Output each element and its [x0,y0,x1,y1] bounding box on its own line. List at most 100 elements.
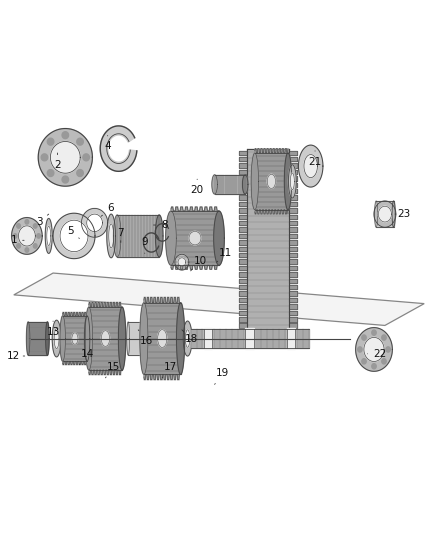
Polygon shape [62,176,69,183]
Polygon shape [372,364,376,369]
Polygon shape [289,240,297,245]
Text: 9: 9 [141,238,148,253]
Polygon shape [171,207,219,211]
Text: 2: 2 [54,153,61,170]
Polygon shape [289,189,297,193]
Polygon shape [255,149,288,153]
Polygon shape [289,221,297,225]
Polygon shape [290,173,294,190]
Polygon shape [142,322,145,355]
Ellipse shape [189,231,201,245]
Polygon shape [140,303,148,374]
Polygon shape [239,176,247,181]
Text: 4: 4 [104,135,111,151]
Polygon shape [289,196,297,200]
Polygon shape [289,215,297,219]
Polygon shape [247,149,289,341]
Polygon shape [77,138,83,145]
Polygon shape [289,266,297,270]
Text: 20: 20 [191,179,204,195]
Polygon shape [287,328,295,349]
Polygon shape [289,176,297,181]
Polygon shape [378,206,392,222]
Polygon shape [239,196,247,200]
Polygon shape [33,244,37,248]
Polygon shape [87,214,102,231]
Polygon shape [362,335,366,340]
Polygon shape [239,157,247,161]
Polygon shape [382,359,386,364]
Polygon shape [239,266,247,270]
Polygon shape [83,154,89,161]
Polygon shape [177,303,184,374]
Polygon shape [239,208,247,213]
Polygon shape [25,220,29,224]
Polygon shape [289,311,297,315]
Polygon shape [289,260,297,264]
Polygon shape [144,374,180,379]
Polygon shape [155,215,163,257]
Polygon shape [63,361,87,365]
Polygon shape [289,272,297,277]
Text: 5: 5 [67,225,79,238]
Polygon shape [85,307,92,370]
Polygon shape [60,220,88,252]
Polygon shape [239,253,247,257]
Polygon shape [47,138,54,145]
Polygon shape [45,219,52,253]
Polygon shape [239,279,247,283]
Polygon shape [239,221,247,225]
Text: 14: 14 [79,349,94,365]
Polygon shape [17,224,21,228]
Polygon shape [185,330,190,348]
Polygon shape [144,303,180,374]
Polygon shape [289,234,297,238]
Polygon shape [239,183,247,187]
Polygon shape [289,150,297,155]
Polygon shape [144,297,180,303]
Polygon shape [255,153,288,210]
Text: 13: 13 [46,321,60,337]
Polygon shape [100,126,137,171]
Polygon shape [358,347,362,352]
Polygon shape [12,217,42,254]
Polygon shape [109,224,113,248]
Polygon shape [376,201,394,227]
Text: 15: 15 [106,362,120,378]
Polygon shape [289,163,297,168]
Polygon shape [289,298,297,302]
Text: 17: 17 [162,362,177,378]
Polygon shape [47,169,54,176]
Polygon shape [191,329,308,348]
Polygon shape [25,248,29,252]
Polygon shape [289,253,297,257]
Text: 1: 1 [11,235,24,245]
Polygon shape [212,175,217,194]
Polygon shape [364,337,384,361]
Polygon shape [239,240,247,245]
Polygon shape [284,153,292,210]
Polygon shape [52,320,61,357]
Polygon shape [289,336,297,341]
Ellipse shape [158,329,167,348]
Polygon shape [239,163,247,168]
Polygon shape [89,307,122,370]
Text: 18: 18 [182,330,198,344]
Polygon shape [81,208,108,237]
Polygon shape [239,260,247,264]
Polygon shape [386,347,390,352]
Polygon shape [239,189,247,193]
Polygon shape [289,165,296,198]
Polygon shape [178,258,186,266]
Polygon shape [14,273,424,326]
Polygon shape [289,330,297,334]
Polygon shape [60,316,65,361]
Polygon shape [289,183,297,187]
Polygon shape [77,169,83,176]
Polygon shape [85,316,90,361]
Polygon shape [251,153,258,210]
Polygon shape [382,335,386,340]
Polygon shape [239,292,247,296]
Ellipse shape [267,174,276,189]
Polygon shape [113,215,121,257]
